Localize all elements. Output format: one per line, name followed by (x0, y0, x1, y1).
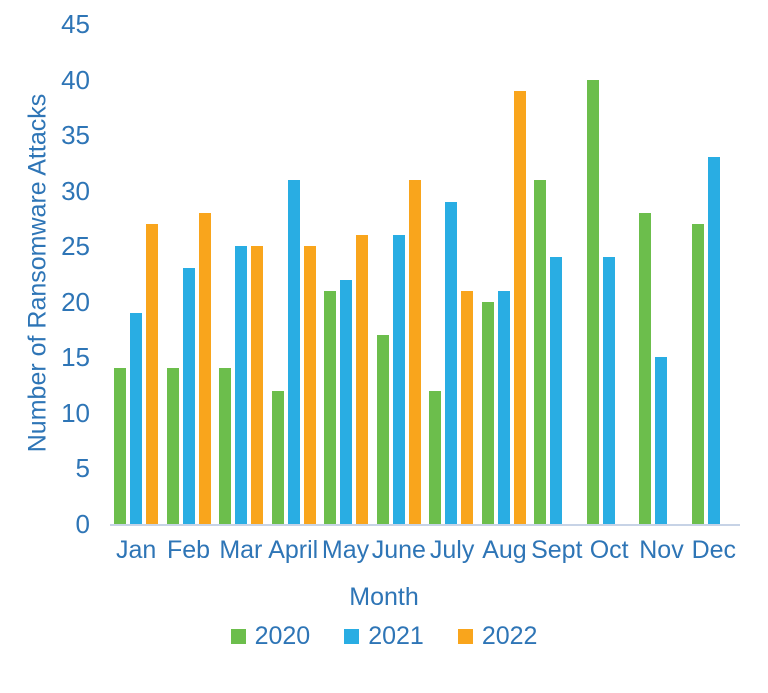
x-tick-label-feb: Feb (166, 536, 211, 564)
x-axis-title: Month (349, 583, 419, 611)
x-tick-label-may: May (321, 536, 370, 564)
bar-2020-feb (166, 368, 179, 524)
y-tick-label: 25 (61, 231, 90, 262)
bar-2022-feb (198, 212, 211, 524)
bar-group-aug (478, 24, 531, 524)
x-axis-tick-labels: Jan Feb Mar April May June July Aug Sept Oct Nov De… (110, 536, 740, 565)
bar-2021-dec (707, 157, 720, 524)
bar-2021-nov (655, 357, 668, 524)
y-tick-label: 10 (61, 397, 90, 428)
bar-2022-mar (251, 246, 264, 524)
legend: 2020 2021 2022 (0, 624, 768, 649)
legend-label-2020: 2020 (254, 622, 311, 650)
legend-swatch-2022 (457, 629, 473, 644)
bar-2022-jan (146, 224, 159, 524)
bar-2020-oct (586, 79, 599, 524)
y-tick-label: 40 (61, 64, 90, 95)
bar-2022-july (461, 290, 474, 524)
bar-group-sept (530, 24, 583, 524)
x-tick-label-nov: Nov (639, 536, 684, 564)
x-tick-label-july: July (429, 536, 475, 564)
bar-2021-sept (550, 257, 563, 524)
bar-2021-aug (497, 290, 510, 524)
bar-group-feb (163, 24, 216, 524)
bar-2022-june (408, 179, 421, 524)
bar-2020-nov (639, 212, 652, 524)
bar-2020-jan (114, 368, 127, 524)
y-axis-tick-labels: 0 5 10 15 20 25 30 35 40 45 (0, 11, 90, 537)
bar-2021-feb (182, 268, 195, 524)
bar-group-jan (110, 24, 163, 524)
bar-2021-mar (235, 246, 248, 524)
legend-swatch-2021 (344, 629, 360, 644)
legend-label-2021: 2021 (368, 622, 424, 650)
bar-group-nov (635, 24, 688, 524)
bar-2020-april (271, 390, 284, 524)
x-tick-label-oct: Oct (589, 536, 629, 564)
y-tick-label: 15 (61, 342, 90, 373)
x-tick-label-april: April (268, 536, 319, 564)
y-tick-label: 45 (61, 9, 90, 39)
legend-swatch-2020 (230, 629, 246, 644)
bar-2020-sept (534, 179, 547, 524)
x-tick-label-aug: Aug (482, 536, 527, 564)
plot-area (110, 24, 740, 526)
bar-2020-dec (691, 224, 704, 524)
bar-group-oct (583, 24, 636, 524)
legend-item-2021: 2021 (344, 624, 424, 649)
y-tick-label: 30 (61, 175, 90, 206)
bar-2022-aug (513, 90, 526, 524)
bar-group-may (320, 24, 373, 524)
bar-2020-july (429, 390, 442, 524)
bar-2020-mar (219, 368, 232, 524)
bar-group-dec (688, 24, 741, 524)
bar-2020-may (324, 290, 337, 524)
bar-2021-oct (602, 257, 615, 524)
bar-2021-april (287, 179, 300, 524)
bar-2022-april (303, 246, 316, 524)
bar-2021-may (340, 279, 353, 524)
x-tick-label-mar: Mar (219, 536, 263, 564)
y-tick-label: 20 (61, 286, 90, 317)
bar-group-april (268, 24, 321, 524)
legend-item-2020: 2020 (230, 622, 311, 650)
legend-item-2022: 2022 (457, 622, 538, 650)
legend-label-2022: 2022 (481, 622, 538, 650)
bar-2021-jan (130, 312, 143, 524)
y-tick-label: 0 (75, 509, 90, 539)
bar-2020-aug (481, 301, 494, 524)
y-tick-label: 35 (61, 120, 90, 151)
y-tick-label: 5 (75, 453, 90, 484)
x-tick-label-june: June (371, 536, 426, 564)
x-tick-label-sept: Sept (531, 536, 583, 564)
bar-group-july (425, 24, 478, 524)
bar-2021-july (445, 201, 458, 524)
bar-group-june (373, 24, 426, 524)
bar-2022-may (356, 235, 369, 524)
x-tick-label-jan: Jan (116, 536, 157, 564)
bar-group-mar (215, 24, 268, 524)
bar-2021-june (392, 235, 405, 524)
bar-2020-june (376, 335, 389, 524)
x-tick-label-dec: Dec (691, 536, 737, 564)
